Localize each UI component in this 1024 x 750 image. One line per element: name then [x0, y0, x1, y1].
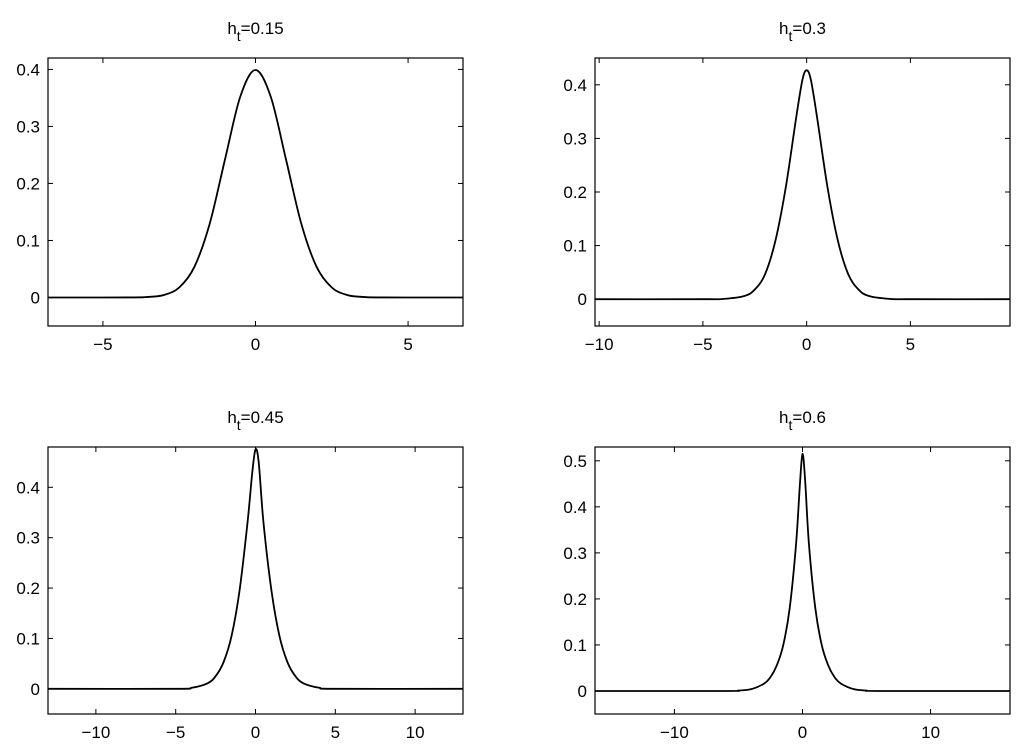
title-subscript: t	[789, 417, 793, 433]
x-tick-label: 0	[251, 335, 260, 354]
y-tick-label: 0.2	[16, 174, 40, 193]
subplot-title: ht=0.3	[779, 19, 826, 44]
y-tick-label: 0.4	[16, 478, 40, 497]
x-tick-label: 5	[331, 723, 340, 742]
x-tick-label: 10	[921, 723, 940, 742]
x-tick-label: 5	[906, 335, 915, 354]
x-tick-label: −5	[93, 335, 112, 354]
density-curve	[48, 69, 463, 299]
y-tick-label: 0.3	[563, 129, 587, 148]
y-tick-label: 0.1	[563, 237, 587, 256]
y-tick-label: 0	[578, 682, 587, 701]
subplot-1: ht=0.15 −5 0 5 0 0.1 0.2 0.3 0.4	[16, 19, 464, 354]
subplot-2: ht=0.3 −10 −5 0 5 0 0.1 0.2 0.3 0.4	[563, 19, 1011, 354]
title-rest: =0.45	[241, 408, 284, 427]
title-rest: =0.15	[241, 19, 284, 38]
x-tick-label: 10	[406, 723, 425, 742]
x-tick-label: −10	[81, 723, 110, 742]
x-tick-label: −10	[660, 723, 689, 742]
y-tick-label: 0.2	[16, 579, 40, 598]
density-curve	[48, 448, 463, 690]
x-tick-label: 5	[403, 335, 412, 354]
y-tick-label: 0.2	[563, 590, 587, 609]
title-rest: =0.3	[792, 19, 826, 38]
x-tick-label: −10	[585, 335, 614, 354]
y-tick-label: 0	[31, 288, 40, 307]
density-curve	[595, 69, 1010, 301]
subplot-title: ht=0.6	[779, 408, 826, 433]
y-tick-label: 0.2	[563, 183, 587, 202]
y-tick-label: 0	[31, 680, 40, 699]
title-main: h	[227, 19, 236, 38]
y-tick-label: 0.1	[16, 231, 40, 250]
y-tick-label: 0.3	[563, 544, 587, 563]
y-tick-label: 0.4	[16, 60, 40, 79]
title-rest: =0.6	[792, 408, 826, 427]
y-tick-label: 0.1	[563, 636, 587, 655]
x-tick-label: 0	[798, 723, 807, 742]
x-tick-label: −5	[693, 335, 712, 354]
subplot-title: ht=0.45	[227, 408, 283, 433]
title-subscript: t	[237, 417, 241, 433]
y-tick-label: 0.3	[16, 117, 40, 136]
subplot-4: ht=0.6 −10 0 10 0 0.1 0.2 0.3 0.4 0.5	[563, 408, 1011, 742]
y-tick-label: 0.5	[563, 452, 587, 471]
subplot-grid: ht=0.15−5 0 500.10.20.30.4ht=0.3−10 −5 0 500.…	[16, 19, 1011, 742]
y-tick-label: 0.1	[16, 629, 40, 648]
y-tick-label: 0.3	[16, 529, 40, 548]
y-tick-label: 0	[578, 290, 587, 309]
title-main: h	[779, 19, 788, 38]
x-tick-label: 0	[802, 335, 811, 354]
x-tick-label: −5	[166, 723, 185, 742]
title-subscript: t	[237, 28, 241, 44]
y-tick-label: 0.4	[563, 76, 587, 95]
subplot-title: ht=0.15	[227, 19, 283, 44]
x-tick-label: 0	[251, 723, 260, 742]
title-main: h	[227, 408, 236, 427]
density-curve	[595, 453, 1010, 692]
title-subscript: t	[789, 28, 793, 44]
subplot-3: ht=0.45 −10 −5 0 5 10 0 0.1 0.2 0.3 0.4	[16, 408, 464, 742]
title-main: h	[779, 408, 788, 427]
y-tick-label: 0.4	[563, 498, 587, 517]
